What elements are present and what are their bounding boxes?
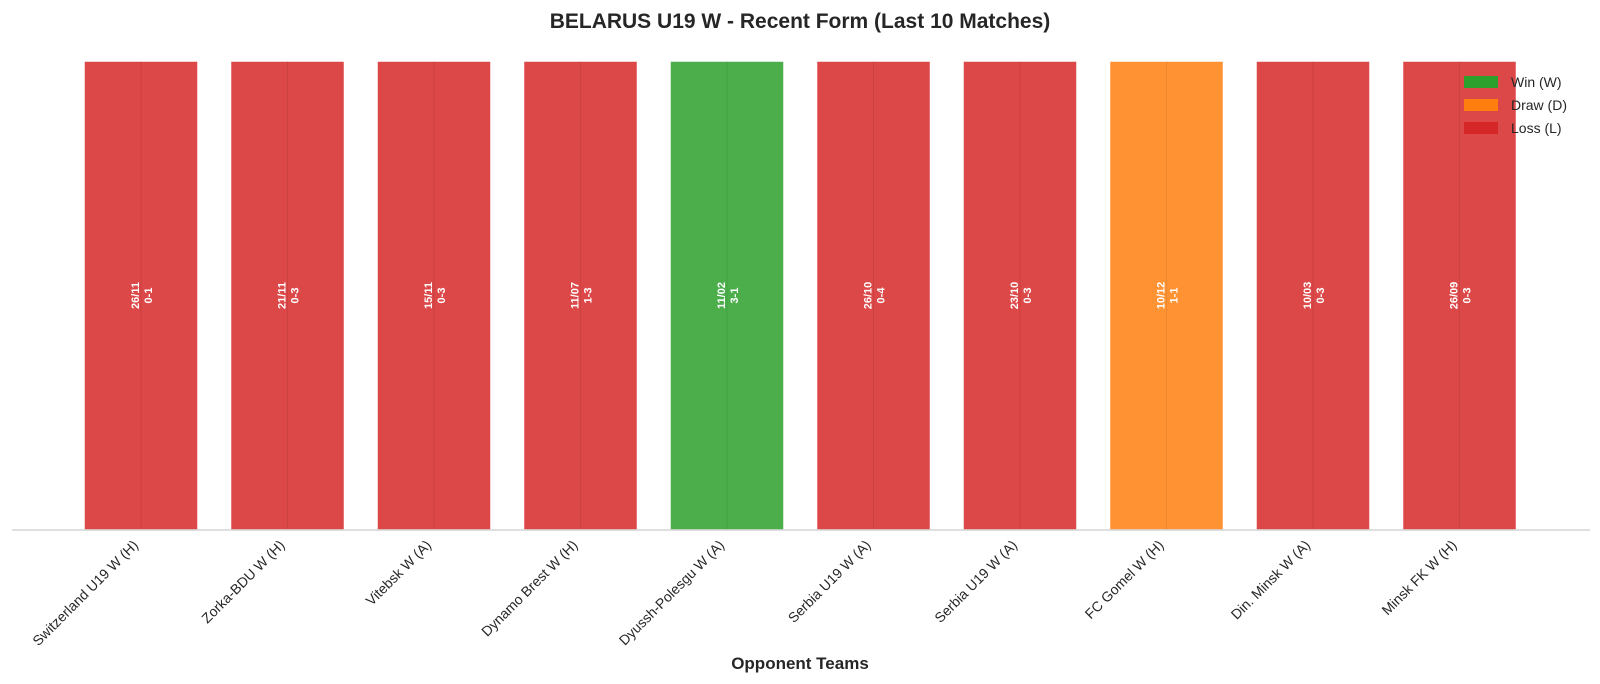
bar-data-label: 26/110-1 [130,282,155,309]
bar-data-label: 11/023-1 [716,282,741,309]
x-tick-label: Din. Minsk W (A) [1228,537,1314,623]
match-score: 0-3 [436,288,448,304]
match-bar-group: 26/090-3 [1401,60,1518,531]
match-score: 0-3 [1315,288,1327,304]
legend-item: Loss (L) [1464,120,1562,136]
bar-data-label: 10/121-1 [1156,282,1181,310]
x-tick-label: Zorka-BDU W (H) [198,537,287,626]
x-tick-label: Vitebsk W (A) [362,537,434,609]
match-score: 1-3 [583,288,595,304]
match-bar-group: 11/071-3 [522,60,639,531]
x-tick-label: Serbia U19 W (A) [931,537,1020,626]
x-tick-label: Minsk FK W (H) [1378,537,1459,618]
match-bar-group: 11/023-1 [669,60,785,531]
bar-data-label: 23/100-3 [1009,282,1034,310]
match-score: 0-3 [1022,288,1034,304]
match-bar-group: 15/110-3 [376,60,492,531]
bar-data-label: 15/110-3 [423,282,448,309]
match-date: 26/09 [1449,282,1461,310]
legend-swatch [1464,99,1498,111]
match-bar-group: 21/110-3 [229,60,346,531]
x-tick-label: FC Gomel W (H) [1082,537,1167,622]
match-score: 3-1 [729,288,741,304]
match-bar [1255,60,1371,531]
legend-swatch [1464,122,1498,134]
chart-title: BELARUS U19 W - Recent Form (Last 10 Mat… [550,10,1051,33]
match-bar-group: 23/100-3 [962,60,1078,531]
legend-label: Draw (D) [1511,97,1567,113]
match-score: 1-1 [1169,288,1181,304]
legend-label: Loss (L) [1511,120,1562,136]
match-date: 26/11 [130,282,142,309]
match-bar [815,60,932,531]
legend-swatch [1464,76,1498,88]
match-bar [962,60,1078,531]
bar-data-label: 10/030-3 [1302,282,1327,310]
match-score: 0-3 [1462,288,1474,304]
bar-data-label: 11/071-3 [570,282,595,309]
match-date: 15/11 [423,282,435,309]
match-date: 21/11 [277,282,289,309]
legend: Win (W) Draw (D) Loss (L) [1464,74,1567,136]
x-tick-labels: Switzerland U19 W (H) Zorka-BDU W (H) Vite… [29,537,1459,649]
match-date: 11/02 [716,282,728,309]
x-axis-label: Opponent Teams [731,654,869,673]
x-tick-label: Dyussh-Polesgu W (A) [616,537,727,648]
match-bar-group: 26/100-4 [815,60,932,531]
x-tick-label: Serbia U19 W (A) [785,537,874,626]
match-date: 26/10 [863,282,875,310]
match-date: 11/07 [570,282,582,309]
match-bar-group: 26/110-1 [83,60,199,531]
match-score: 0-4 [876,287,888,304]
match-bar-group: 10/030-3 [1255,60,1371,531]
match-bar [1401,60,1518,531]
x-tick-label: Dynamo Brest W (H) [478,537,581,640]
x-tick-label: Switzerland U19 W (H) [29,537,141,649]
legend-item: Draw (D) [1464,97,1567,113]
bar-data-label: 21/110-3 [277,282,302,309]
match-score: 0-1 [143,288,155,304]
match-date: 10/12 [1156,282,1168,310]
match-bar [1108,60,1225,531]
bar-data-label: 26/090-3 [1449,282,1474,310]
match-bar-group: 10/121-1 [1108,60,1225,531]
match-bar [83,60,199,531]
match-bar [376,60,492,531]
legend-label: Win (W) [1511,74,1562,90]
match-date: 10/03 [1302,282,1314,310]
match-score: 0-3 [290,288,302,304]
bars-group: 26/110-1 21/110-3 15/110-3 11/071-3 11/023-1… [83,60,1518,531]
bar-data-label: 26/100-4 [863,282,888,310]
legend-item: Win (W) [1464,74,1562,90]
match-bar [229,60,346,531]
match-date: 23/10 [1009,282,1021,310]
